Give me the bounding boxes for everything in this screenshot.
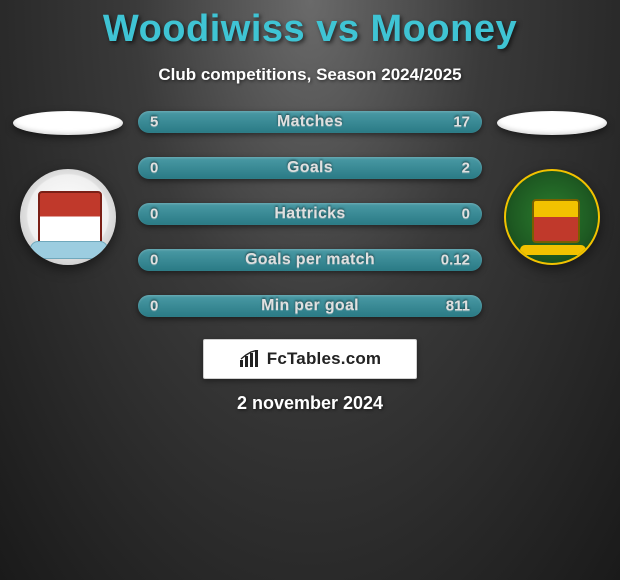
stat-value-left: 0 xyxy=(150,252,158,269)
stat-label: Hattricks xyxy=(274,205,345,223)
stat-value-right: 2 xyxy=(462,160,470,177)
left-player-oval xyxy=(13,111,123,135)
stat-bar-goals: 0 Goals 2 xyxy=(138,157,482,179)
stat-value-left: 0 xyxy=(150,160,158,177)
left-team-column xyxy=(8,111,128,265)
comparison-panel: 5 Matches 17 0 Goals 2 0 Hattricks 0 0 G… xyxy=(0,111,620,317)
stat-value-right: 0.12 xyxy=(441,252,470,269)
stat-value-right: 17 xyxy=(453,114,470,131)
stat-bar-hattricks: 0 Hattricks 0 xyxy=(138,203,482,225)
left-team-crest-icon xyxy=(20,169,116,265)
stat-value-left: 0 xyxy=(150,298,158,315)
subtitle: Club competitions, Season 2024/2025 xyxy=(0,65,620,85)
stat-value-right: 811 xyxy=(446,298,470,315)
stat-value-left: 0 xyxy=(150,206,158,223)
right-player-oval xyxy=(497,111,607,135)
stat-bar-min-per-goal: 0 Min per goal 811 xyxy=(138,295,482,317)
brand-watermark: FcTables.com xyxy=(203,339,417,379)
stat-bar-matches: 5 Matches 17 xyxy=(138,111,482,133)
stat-bar-goals-per-match: 0 Goals per match 0.12 xyxy=(138,249,482,271)
right-team-column xyxy=(492,111,612,265)
footer-date: 2 november 2024 xyxy=(0,393,620,414)
stat-bars: 5 Matches 17 0 Goals 2 0 Hattricks 0 0 G… xyxy=(138,111,482,317)
stat-label: Matches xyxy=(277,113,343,131)
stat-value-left: 5 xyxy=(150,114,158,131)
brand-text: FcTables.com xyxy=(267,349,382,369)
stat-label: Goals xyxy=(287,159,333,177)
right-team-crest-icon xyxy=(504,169,600,265)
bar-chart-icon xyxy=(239,350,261,368)
stat-value-right: 0 xyxy=(462,206,470,223)
page-title: Woodiwiss vs Mooney xyxy=(0,0,620,51)
stat-label: Min per goal xyxy=(261,297,359,315)
stat-label: Goals per match xyxy=(245,251,375,269)
